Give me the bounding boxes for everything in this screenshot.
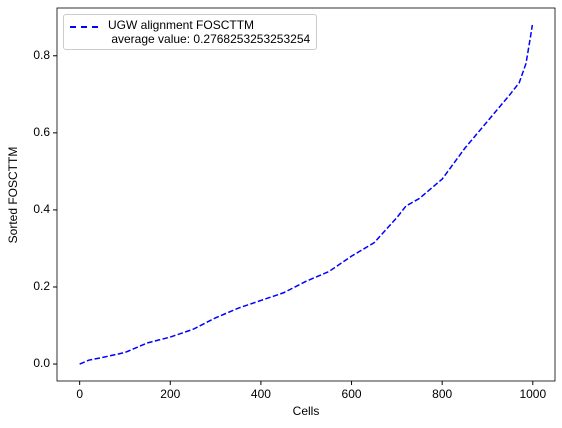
x-tick-label: 1000 [519, 387, 546, 401]
y-tick-label: 0.2 [33, 279, 50, 293]
x-tick-label: 0 [76, 387, 83, 401]
x-tick-label: 800 [432, 387, 452, 401]
x-tick-label: 400 [251, 387, 271, 401]
series-line [79, 24, 534, 365]
y-tick-label: 0.8 [33, 48, 50, 62]
plot-frame [56, 7, 556, 382]
legend-key [70, 26, 98, 28]
y-tick-label: 0.4 [33, 202, 50, 216]
y-tick-label: 0.6 [33, 125, 50, 139]
x-tick-label: 200 [160, 387, 180, 401]
legend-label: UGW alignment FOSCTTM average value: 0.2… [108, 18, 311, 46]
x-tick-label: 600 [342, 387, 362, 401]
y-tick-label: 0.0 [33, 356, 50, 370]
legend: UGW alignment FOSCTTM average value: 0.2… [63, 14, 318, 50]
x-axis-label: Cells [293, 404, 320, 418]
y-axis-label: Sorted FOSCTTM [6, 147, 20, 244]
